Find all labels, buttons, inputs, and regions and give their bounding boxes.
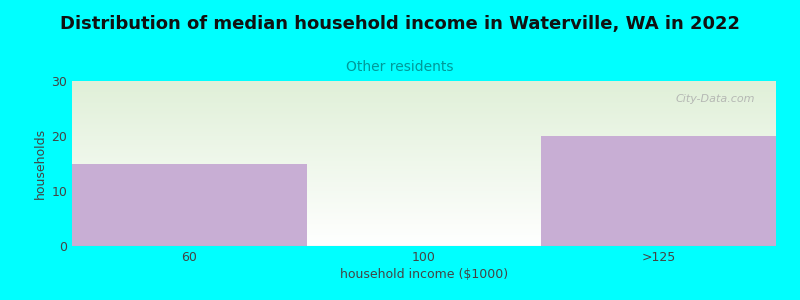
Bar bbox=[542, 136, 776, 246]
Text: Distribution of median household income in Waterville, WA in 2022: Distribution of median household income … bbox=[60, 15, 740, 33]
Text: City-Data.com: City-Data.com bbox=[675, 94, 755, 104]
Bar bbox=[72, 164, 306, 246]
Y-axis label: households: households bbox=[34, 128, 47, 199]
X-axis label: household income ($1000): household income ($1000) bbox=[340, 268, 508, 281]
Text: Other residents: Other residents bbox=[346, 60, 454, 74]
